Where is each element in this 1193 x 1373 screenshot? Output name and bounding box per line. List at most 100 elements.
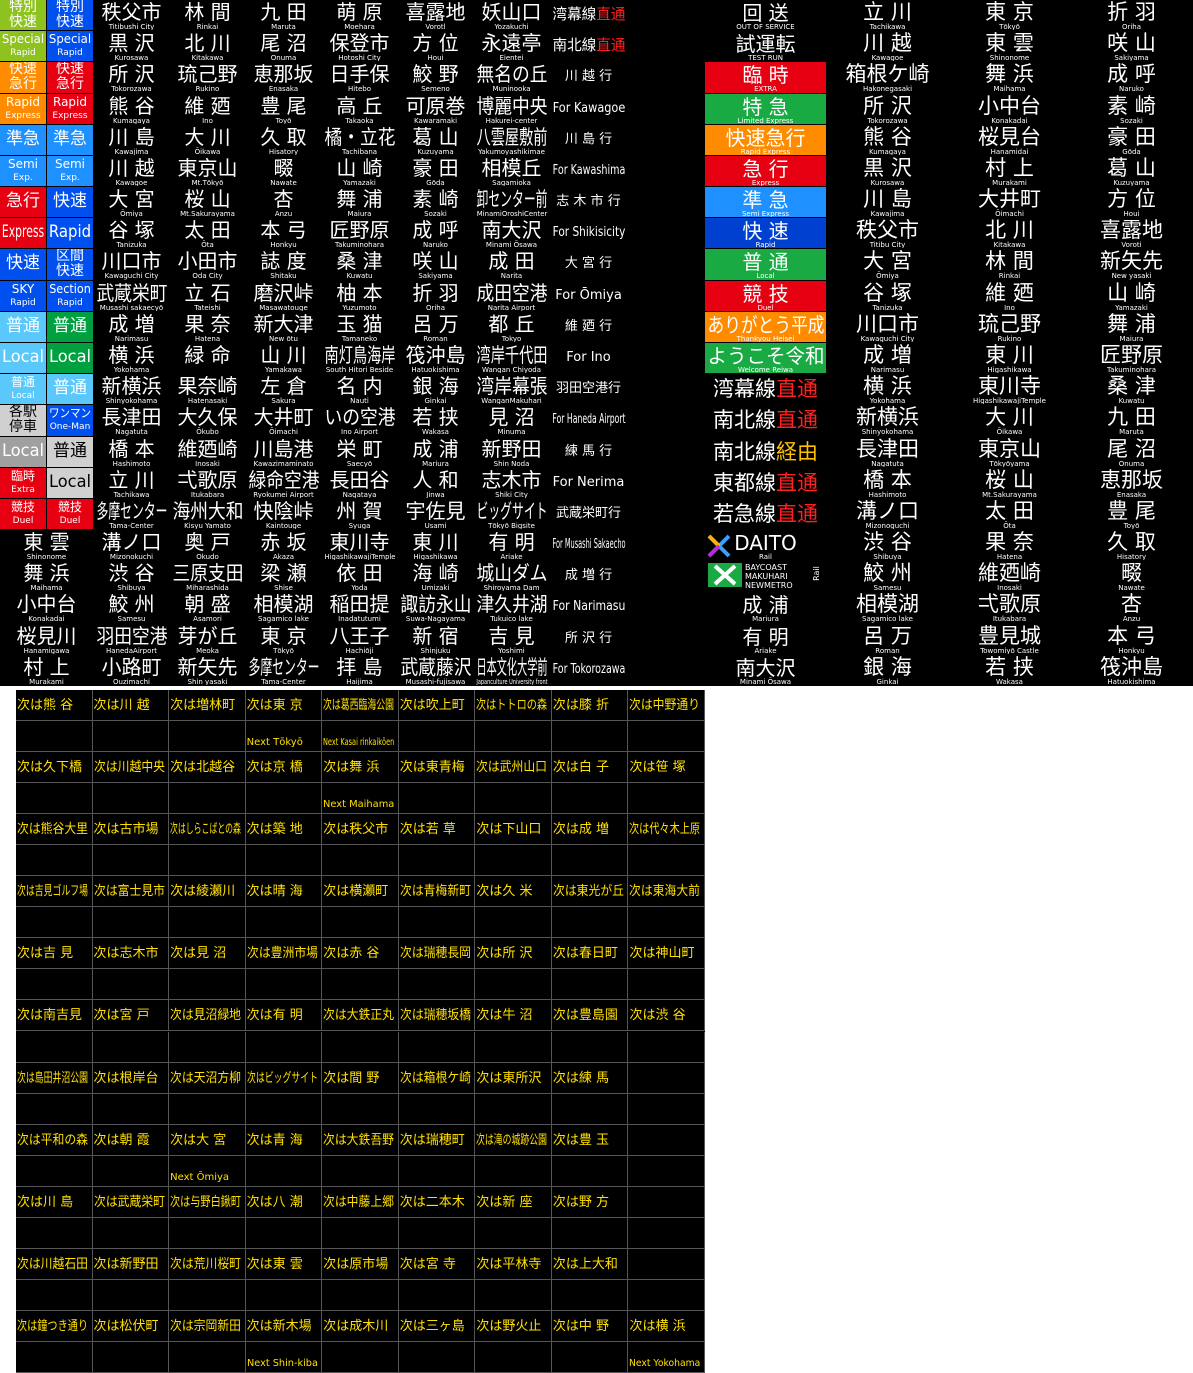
next-station: 次は三ヶ島 (399, 1318, 465, 1334)
next-station: 次は横 浜 (629, 1318, 686, 1334)
destination-sign: For Kawashima (550, 155, 627, 187)
type-text: 普通 (53, 378, 87, 399)
station-name: 武蔵藤沢 (400, 654, 471, 679)
destination-sign: 成 増 行 (550, 561, 627, 592)
station-sign: 銀 海 Ginkai (398, 374, 473, 405)
station-romaji: Yokohama (869, 397, 906, 405)
station-sign: 成田空港 Narita Airport (474, 280, 549, 311)
destination-text: 成 増 行 (564, 568, 613, 584)
station-sign: 所 沢 Tokorozawa (827, 93, 948, 124)
station-romaji: Honkyu (1118, 646, 1145, 654)
next-cell: 次は膝 折 (551, 690, 629, 722)
station-sign: 日本文化大学前 Japanculture University front (474, 654, 549, 685)
next-cell-lower (475, 1279, 552, 1311)
station-romaji: HanedaAirport (106, 646, 157, 654)
station-name: 長津田 (101, 405, 162, 430)
next-cell-lower (16, 969, 93, 1001)
station-sign: 拝 島 Haijima (322, 654, 397, 685)
next-cell-lower (398, 1341, 476, 1373)
line-name: 南北線 (713, 439, 776, 464)
station-name: 有 明 (488, 530, 535, 555)
station-name: 東京山 (177, 155, 238, 180)
station-name: 赤 坂 (260, 530, 307, 555)
station-sign: 大井町 Ōimachi (246, 405, 321, 436)
station-sign: 維 廼 Ino (949, 280, 1070, 311)
next-cell: 次は東 京 (245, 690, 323, 722)
station-sign: 豊見城 Towomiyō Castle (949, 623, 1070, 654)
station-romaji: Itukabara (992, 615, 1027, 623)
station-sign: 相模湖 Sagamico lake (246, 592, 321, 623)
station-name: 川口市 (856, 311, 919, 336)
station-sign: 舞 浜 Maihama (949, 62, 1070, 93)
next-cell: 次は京 橋 (245, 752, 323, 784)
station-sign: 羽田空港 HanedaAirport (94, 623, 169, 654)
type-sub: Rapid (57, 48, 83, 59)
station-name: 立 川 (863, 0, 912, 24)
station-sign: 東 京 Tōkyō (949, 0, 1070, 31)
destination-text: 川 越 行 (564, 69, 613, 85)
station-name: いの空港 (324, 405, 395, 430)
station-romaji: Maiura (347, 210, 372, 218)
station-name: 博麗中央 (476, 93, 547, 118)
station-sign: 快陰峠 Kaintouge (246, 498, 321, 530)
next-cell: 次は志木市 (92, 938, 170, 970)
sign-text: 湾幕線直通 (713, 378, 818, 401)
station-sign: 本 弓 Honkyu (246, 218, 321, 249)
station-sign: 三原支田 Miharashida (170, 561, 245, 592)
station-romaji: Oda City (192, 272, 223, 280)
next-cell: 次は宗岡新田 (169, 1310, 246, 1342)
station-sign: 新横浜 Shinyokohama (827, 405, 948, 436)
next-station: 次は膝 折 (552, 698, 610, 713)
station-romaji: Asamori (193, 615, 222, 623)
station-sign: 維廼崎 Inosaki (949, 561, 1070, 592)
next-cell-lower: Next Maihama (322, 783, 399, 815)
type-text: Express (1, 222, 45, 243)
next-station: 次はトトロの森 (476, 698, 548, 713)
station-romaji: Hisatory (1116, 553, 1147, 561)
next-cell: 次は間 野 (322, 1062, 399, 1094)
next-station: 次は宮 寺 (399, 1256, 456, 1272)
station-romaji: Shitaku (270, 272, 297, 280)
next-station: 次は川 島 (17, 1194, 74, 1210)
station-romaji: Narimasu (870, 366, 905, 374)
station-name: 舞 浜 (23, 561, 70, 586)
station-name: 山 崎 (336, 155, 383, 180)
next-cell-lower (169, 1217, 246, 1249)
station-name: 志木市 (481, 467, 542, 492)
station-romaji: Yamazaki (343, 178, 376, 187)
type-text: 南大沢 (735, 655, 796, 680)
type-sign: Special Rapid (0, 31, 46, 62)
next-cell: 次は川越石田 (16, 1248, 93, 1280)
next-station: 次は若 草 (399, 822, 456, 838)
destination-sign: For Ino (550, 343, 627, 374)
destination-sign: For Narimasu (550, 592, 627, 623)
next-cell: 次は武州山口 (475, 752, 552, 784)
type-sub: Mariura (752, 615, 779, 623)
next-cell-lower (92, 907, 170, 939)
next-station: 次は成 増 (552, 822, 610, 838)
station-romaji: Shinyokohama (105, 397, 158, 405)
station-romaji: Ōmiya (876, 272, 899, 280)
station-name: 橋 本 (863, 467, 912, 492)
station-romaji: Tanizuka (872, 303, 903, 311)
station-name: 黒 沢 (108, 31, 155, 56)
type-sign: Rapid Express (0, 93, 46, 124)
station-romaji: Shin Noda (493, 459, 530, 467)
station-romaji: Tōkyō Bigsite (488, 521, 535, 530)
next-cell: 次は青梅新町 (398, 876, 476, 908)
next-station: 次は代々木上原 (629, 822, 701, 838)
station-name: 津久井湖 (476, 592, 547, 617)
sign-text: 若急線直通 (713, 502, 818, 526)
station-romaji: Towomiyō Castle (980, 646, 1039, 654)
station-romaji: Naruko (423, 241, 448, 249)
type-text: 成 浦 (742, 593, 789, 618)
station-sign: 東 雲 Shinonome (949, 31, 1070, 62)
station-sign: 秩父市 Titibu City (827, 218, 948, 249)
destination-text: For Kawashima (552, 162, 625, 178)
station-romaji: Yozakuchi (494, 23, 529, 31)
next-station: 次は青梅新町 (399, 884, 471, 900)
next-cell: 次は白 子 (551, 752, 629, 784)
station-sign: 柚 本 Yuzumoto (322, 280, 397, 311)
station-romaji: Ōikawa (996, 428, 1023, 436)
station-sign: 川 越 Kawagoe (94, 155, 169, 187)
